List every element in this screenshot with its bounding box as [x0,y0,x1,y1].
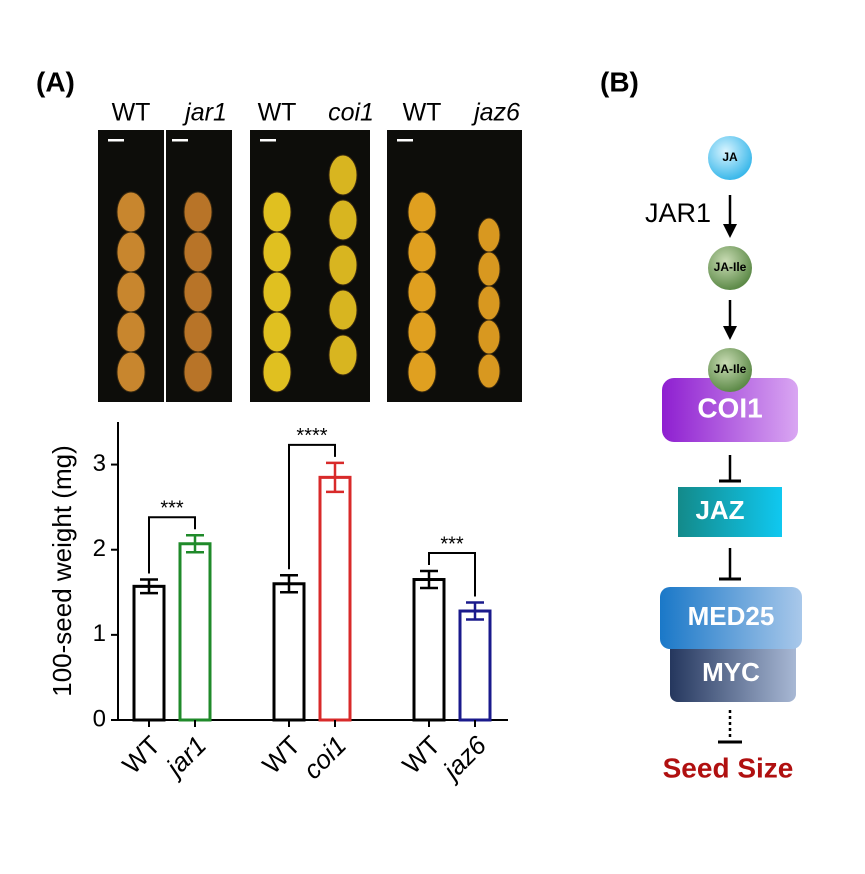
outcome-label: Seed Size [663,752,794,783]
x-tick-label: WT [256,730,306,780]
node-ja-ile [708,348,752,392]
photo-label: jaz6 [471,99,520,127]
x-tick-label: WT [116,730,166,780]
node-ja [708,136,752,180]
photo-label: jar1 [182,99,227,127]
seed [328,289,358,331]
seed [183,351,213,393]
x-tick-label: coi1 [297,730,352,785]
seed [328,199,358,241]
seed [477,251,501,287]
seed [407,351,437,393]
seed [328,244,358,286]
node-label: MED25 [688,601,775,631]
photo-label: WT [258,99,297,127]
scale-bar [108,139,124,142]
arrow-head [723,224,737,238]
seed [183,231,213,273]
bar [412,578,446,722]
seed [116,271,146,313]
node-label: MYC [702,657,760,687]
seed [477,319,501,355]
scale-bar [260,139,276,142]
seed [262,191,292,233]
y-tick-label: 1 [93,620,106,647]
photo [387,130,522,402]
node-label: JA-Ile [714,260,747,274]
bar [178,542,212,722]
seed [262,311,292,353]
node-label: JAZ [695,495,744,525]
seed [477,217,501,253]
seed [328,154,358,196]
significance-label: *** [160,498,184,520]
edge-label: JAR1 [645,198,711,228]
node-coi1 [662,378,798,442]
bar [318,475,352,722]
x-tick-label: jaz6 [435,730,492,787]
x-tick-label: WT [396,730,446,780]
significance-bracket [288,443,336,570]
seed [262,351,292,393]
y-tick-label: 2 [93,535,106,562]
node-label: JA-Ile [714,362,747,376]
significance-bracket [428,552,476,597]
seed [407,271,437,313]
seed [407,231,437,273]
node-myc [670,640,796,702]
seed [262,271,292,313]
photo-label: WT [112,99,151,127]
photo-label: coi1 [328,99,374,127]
photo-label: WT [403,99,442,127]
bar [132,584,166,722]
arrow-head [723,326,737,340]
divider [164,130,166,402]
significance-label: *** [440,533,464,555]
seed [477,285,501,321]
node-jaz [678,487,782,537]
node-label: COI1 [697,392,762,423]
seed [407,311,437,353]
y-axis-label: 100-seed weight (mg) [47,445,77,696]
y-tick-label: 3 [93,450,106,477]
x-tick-label: jar1 [158,730,212,784]
node-med25 [660,587,802,649]
node-ja-ile [708,246,752,290]
panel-label: (A) [36,66,75,97]
scale-bar [172,139,188,142]
seed [328,334,358,376]
seed [116,191,146,233]
seed [116,311,146,353]
significance-label: **** [296,425,327,447]
seed [407,191,437,233]
y-tick-label: 0 [93,705,106,732]
seed [477,353,501,389]
seed [116,351,146,393]
significance-bracket [148,516,196,574]
bar [458,609,492,722]
scale-bar [397,139,413,142]
bar [272,582,306,722]
seed [183,311,213,353]
pathway-diagram: JA JAR1 JA-Ile JA-Ile COI1 JAZ MED25 MYC… [645,136,802,783]
seed [183,271,213,313]
seed [183,191,213,233]
seed [262,231,292,273]
node-label: JA [722,150,738,164]
seed-photos: WT jar1 WT coi1 WT jaz6 [98,99,522,402]
seed [116,231,146,273]
panel-label: (B) [600,66,639,97]
